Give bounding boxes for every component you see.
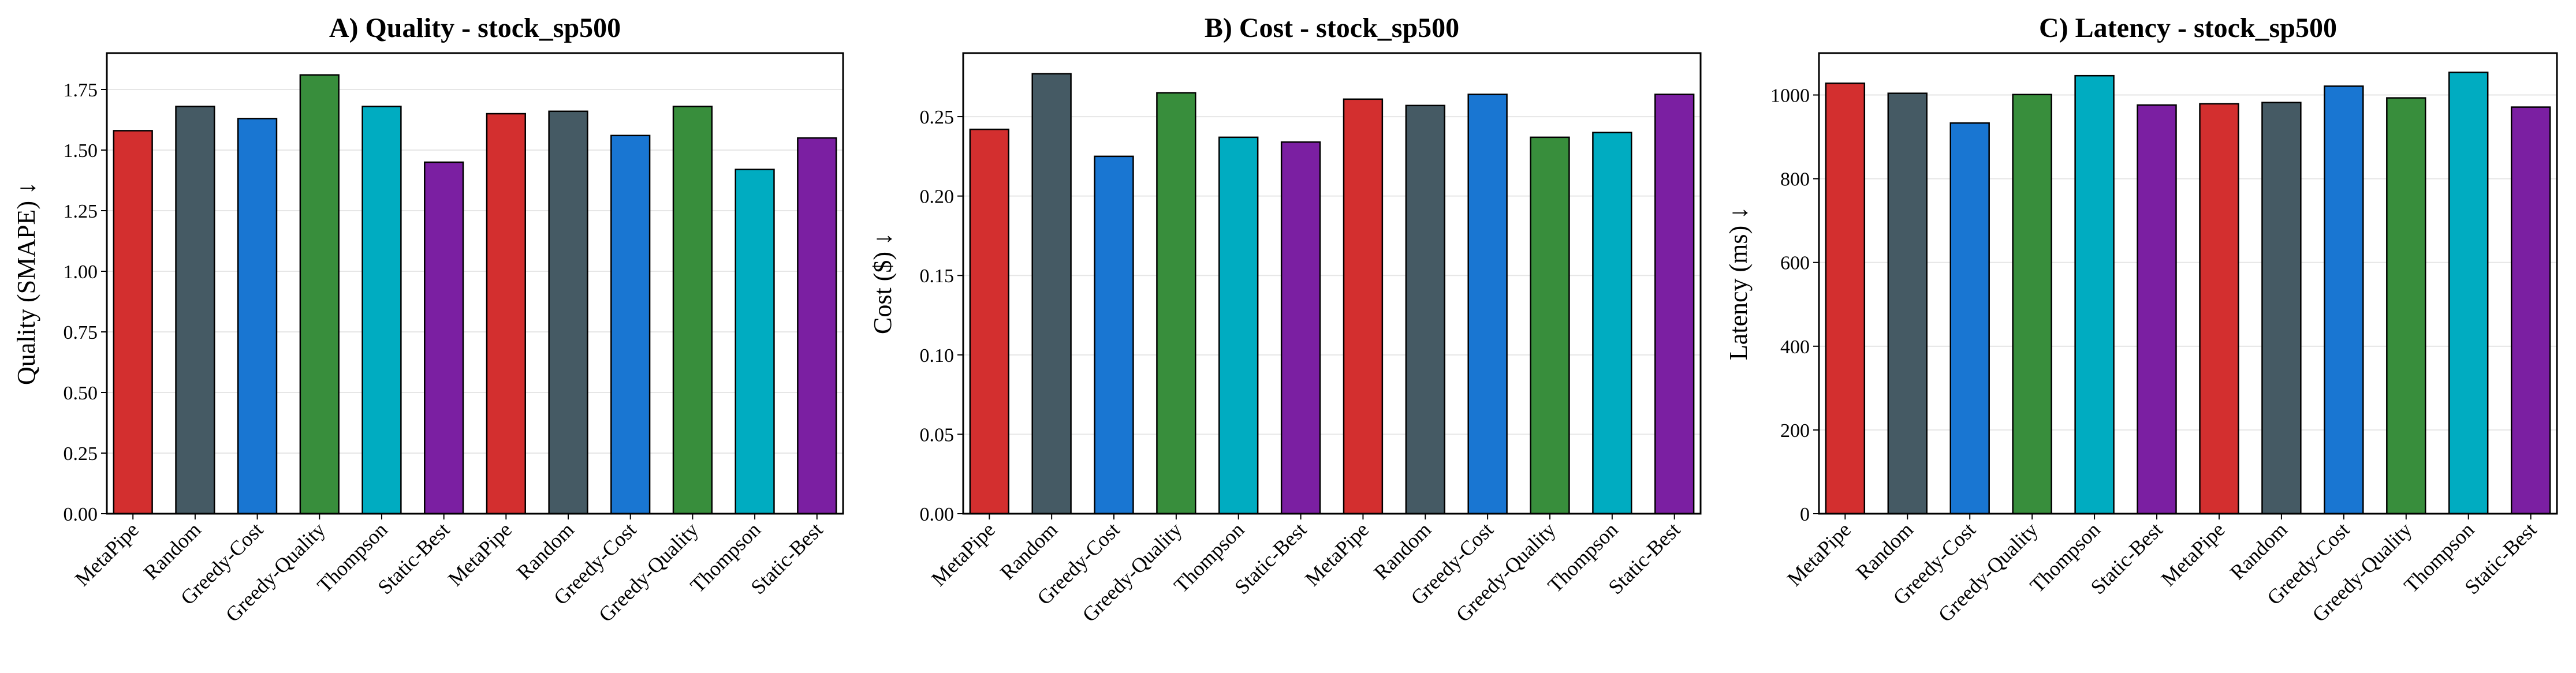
y-tick-label: 1.00 <box>64 261 98 283</box>
bar-metapipe-1 <box>113 130 153 515</box>
bar-metapipe-7 <box>1343 98 1384 515</box>
bar-greedy-quality-4 <box>2012 94 2052 515</box>
bar-greedy-cost-9 <box>1467 94 1508 515</box>
bar-metapipe-7 <box>486 113 526 515</box>
y-axis-label: Cost ($) ↓ <box>868 233 897 334</box>
y-tick-label: 1.50 <box>64 140 98 162</box>
bar-greedy-quality-4 <box>1156 92 1196 515</box>
bar-greedy-quality-10 <box>2386 97 2426 515</box>
chart-panel-3: 02004006008001000MetaPipeRandomGreedy-Co… <box>1724 13 2558 626</box>
y-tick-label: 0 <box>1800 504 1810 525</box>
x-tick-label: MetaPipe <box>927 518 1000 590</box>
bar-thompson-5 <box>2074 74 2115 515</box>
plot-frame <box>1818 52 2558 515</box>
y-tick-label: 1000 <box>1770 85 1810 107</box>
bar-greedy-cost-9 <box>2324 85 2364 515</box>
bar-static-best-12 <box>2510 106 2551 515</box>
x-tick-label: MetaPipe <box>2157 518 2230 590</box>
bar-metapipe-1 <box>969 128 1009 515</box>
bar-static-best-6 <box>1280 141 1321 515</box>
y-tick-label: 0.00 <box>920 504 955 525</box>
bar-random-8 <box>548 110 588 515</box>
bar-greedy-quality-10 <box>672 106 713 515</box>
chart-title: A) Quality - stock_sp500 <box>329 13 621 43</box>
bar-random-8 <box>2261 102 2302 515</box>
bar-thompson-11 <box>735 169 775 515</box>
x-tick-label: MetaPipe <box>1783 518 1855 590</box>
y-tick-label: 1.25 <box>64 201 98 222</box>
chart-panel-2: 0.000.050.100.150.200.25MetaPipeRandomGr… <box>868 13 1702 626</box>
bar-greedy-quality-4 <box>299 74 340 515</box>
y-tick-label: 600 <box>1780 253 1810 274</box>
bar-thompson-5 <box>361 106 402 515</box>
x-tick-label: MetaPipe <box>443 518 516 590</box>
chart-title: C) Latency - stock_sp500 <box>2039 13 2337 43</box>
bar-metapipe-1 <box>1825 82 1866 515</box>
bar-random-2 <box>175 106 215 515</box>
bar-greedy-cost-3 <box>237 118 278 515</box>
bar-static-best-12 <box>1654 94 1695 515</box>
y-tick-label: 0.00 <box>64 504 98 525</box>
y-tick-label: 800 <box>1780 169 1810 190</box>
y-tick-label: 0.10 <box>920 345 955 367</box>
x-tick-label: MetaPipe <box>70 518 143 590</box>
y-tick-label: 200 <box>1780 420 1810 442</box>
y-tick-label: 0.75 <box>64 322 98 343</box>
y-tick-label: 0.15 <box>920 266 955 287</box>
y-tick-label: 0.25 <box>920 107 955 128</box>
y-axis-label: Latency (ms) ↓ <box>1724 207 1753 360</box>
y-tick-label: 0.25 <box>64 443 98 465</box>
bar-thompson-5 <box>1218 136 1259 515</box>
plot-frame <box>106 52 844 515</box>
y-tick-label: 400 <box>1780 336 1810 358</box>
bar-greedy-cost-3 <box>1094 155 1134 515</box>
y-tick-label: 0.20 <box>920 186 955 208</box>
bar-random-2 <box>1031 73 1072 515</box>
y-tick-label: 0.50 <box>64 383 98 404</box>
y-tick-label: 0.05 <box>920 424 955 446</box>
bar-static-best-6 <box>2137 104 2177 515</box>
chart-panel-1: 0.00 0.25 0.50 0.75 1.00 1.25 1.50 1.75 MetaPipe… <box>12 13 844 626</box>
bar-thompson-11 <box>2448 72 2489 515</box>
bar-thompson-11 <box>1592 132 1632 515</box>
bar-metapipe-7 <box>2199 103 2239 515</box>
bar-greedy-cost-3 <box>1949 122 1990 515</box>
y-tick-label: 1.75 <box>64 80 98 101</box>
plot-frame <box>962 52 1702 515</box>
bar-greedy-cost-9 <box>610 134 651 515</box>
x-tick-label: MetaPipe <box>1300 518 1373 590</box>
chart-title: B) Cost - stock_sp500 <box>1205 13 1459 43</box>
bar-random-2 <box>1887 92 1928 515</box>
y-axis-label: Quality (SMAPE) ↓ <box>12 182 40 385</box>
bar-greedy-quality-10 <box>1530 136 1570 515</box>
bar-random-8 <box>1405 104 1445 515</box>
bar-static-best-6 <box>424 161 464 515</box>
bar-static-best-12 <box>797 137 837 515</box>
